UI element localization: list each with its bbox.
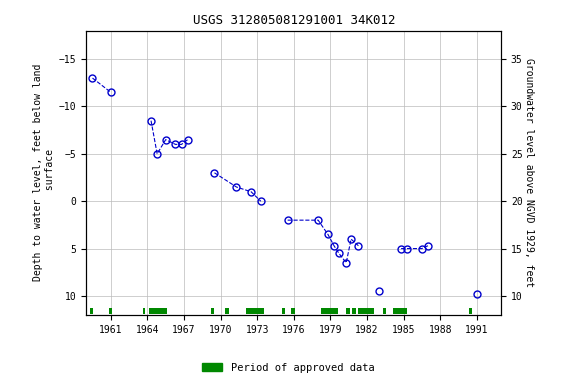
Bar <box>225 308 229 314</box>
Bar <box>469 308 472 314</box>
Bar <box>393 308 407 314</box>
Bar <box>211 308 214 314</box>
Y-axis label: Depth to water level, feet below land
 surface: Depth to water level, feet below land su… <box>33 64 55 281</box>
Bar <box>346 308 350 314</box>
Bar <box>142 308 145 314</box>
Bar <box>109 308 112 314</box>
Bar <box>291 308 295 314</box>
Bar <box>383 308 386 314</box>
Legend: Period of approved data: Period of approved data <box>198 359 378 377</box>
Title: USGS 312805081291001 34K012: USGS 312805081291001 34K012 <box>192 14 395 27</box>
Bar <box>358 308 374 314</box>
Bar <box>353 308 356 314</box>
Bar <box>321 308 338 314</box>
Bar <box>246 308 264 314</box>
Bar <box>149 308 167 314</box>
Y-axis label: Groundwater level above NGVD 1929, feet: Groundwater level above NGVD 1929, feet <box>524 58 534 287</box>
Bar <box>90 308 93 314</box>
Bar <box>282 308 285 314</box>
